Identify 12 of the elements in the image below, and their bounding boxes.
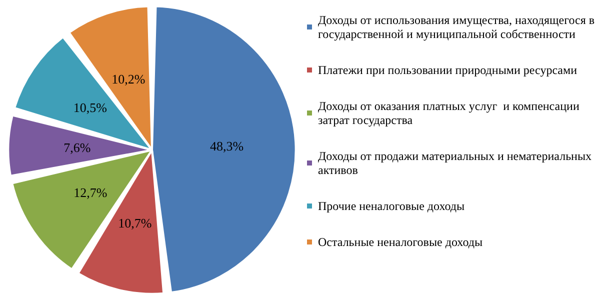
legend-label: Прочие неналоговые доходы bbox=[318, 199, 465, 213]
legend-label: Остальные неналоговые доходы bbox=[318, 235, 483, 249]
legend-label: Доходы от продажи материальных и нематериальных активов bbox=[318, 149, 598, 177]
data-label: 10,2% bbox=[112, 71, 146, 86]
legend-label: Доходы от использования имущества, находящегося в государственной и муниципальной собственности bbox=[318, 13, 598, 41]
data-label: 10,5% bbox=[73, 100, 108, 116]
legend-label: Платежи при пользовании природными ресурсами bbox=[318, 63, 578, 77]
data-label: 10,7% bbox=[118, 215, 152, 230]
data-label: 12,7% bbox=[74, 185, 108, 200]
data-label: 48,3% bbox=[210, 138, 244, 154]
legend-label: Доходы от оказания платных услуг и компенсации затрат государства bbox=[318, 99, 582, 127]
data-label: 7,6% bbox=[64, 140, 91, 156]
